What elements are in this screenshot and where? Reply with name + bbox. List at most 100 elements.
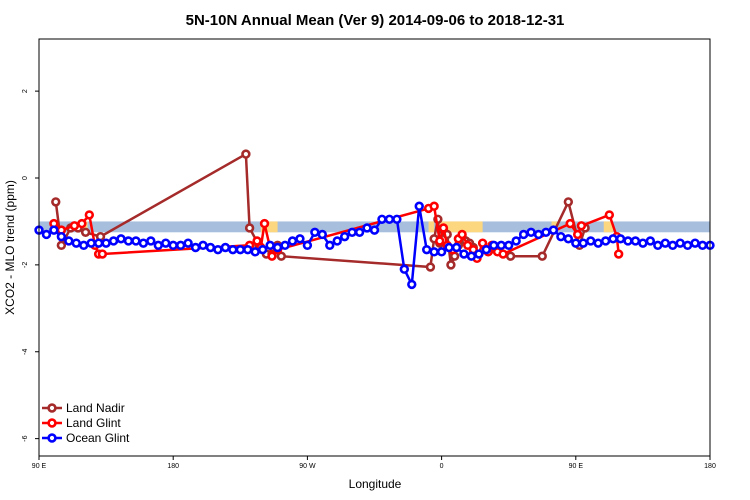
band-land-span — [428, 221, 435, 233]
data-point-ocean-glint — [556, 231, 566, 242]
data-point-ocean-glint — [257, 244, 268, 255]
data-point-land-glint — [576, 221, 587, 231]
data-point-ocean-glint — [146, 236, 156, 246]
legend-item-ocean-glint: Ocean Glint — [42, 431, 130, 445]
data-point-ocean-glint — [153, 240, 163, 251]
data-point-ocean-glint — [325, 240, 335, 251]
data-point-land-nadir — [241, 149, 251, 159]
data-point-land-nadir — [563, 197, 574, 207]
data-point-land-glint — [565, 218, 575, 229]
data-point-ocean-glint — [86, 238, 96, 248]
data-point-ocean-glint — [71, 238, 81, 248]
data-point-ocean-glint — [518, 229, 529, 240]
legend-swatch-marker — [47, 418, 57, 428]
data-point-ocean-glint — [526, 227, 536, 237]
data-point-ocean-glint — [235, 244, 246, 255]
data-point-ocean-glint — [653, 240, 663, 251]
series-line-land-nadir — [54, 152, 587, 270]
band-land-span — [83, 221, 88, 233]
x-tick-label: 180 — [167, 463, 179, 470]
data-point-land-glint — [462, 240, 473, 251]
legend-label: Land Nadir — [66, 401, 125, 415]
data-point-ocean-glint — [511, 236, 521, 246]
data-point-ocean-glint — [600, 236, 611, 246]
data-point-ocean-glint — [690, 238, 700, 248]
data-point-ocean-glint — [220, 242, 231, 253]
y-axis-label: XCO2 - MLO trend (ppm) — [3, 180, 17, 315]
data-point-land-nadir — [51, 197, 61, 207]
data-point-ocean-glint — [265, 240, 275, 251]
data-point-ocean-glint — [377, 214, 387, 224]
data-point-land-nadir — [56, 240, 67, 251]
data-point-ocean-glint — [369, 225, 380, 235]
data-point-ocean-glint — [489, 240, 499, 251]
data-point-ocean-glint — [668, 240, 678, 251]
x-tick-label: 90 E — [32, 463, 47, 470]
data-point-ocean-glint — [578, 238, 588, 248]
data-point-land-glint — [498, 249, 508, 259]
data-point-ocean-glint — [586, 236, 596, 246]
data-point-ocean-glint — [116, 234, 126, 244]
y-tick-label: 2 — [22, 89, 29, 93]
band-land-span — [260, 221, 278, 233]
data-point-ocean-glint — [354, 227, 365, 237]
data-point-ocean-glint — [362, 223, 372, 233]
data-point-ocean-glint — [339, 231, 350, 242]
legend-item-land-glint: Land Glint — [42, 416, 121, 430]
data-point-ocean-glint — [481, 244, 492, 255]
data-point-ocean-glint — [682, 240, 693, 251]
data-point-ocean-glint — [280, 240, 290, 251]
data-point-ocean-glint — [392, 214, 402, 224]
data-point-ocean-glint — [302, 240, 313, 251]
data-point-ocean-glint — [563, 234, 574, 244]
data-point-ocean-glint — [161, 238, 171, 248]
y-tick-label: -6 — [22, 435, 29, 441]
x-axis: 90 E 180 90 W 0 90 E 180 — [32, 456, 716, 470]
series-ocean-glint — [34, 201, 715, 290]
data-point-ocean-glint — [429, 247, 439, 257]
data-point-land-glint — [252, 236, 262, 246]
x-tick-label: 90 W — [299, 463, 316, 470]
band-land-span — [437, 221, 483, 233]
data-point-ocean-glint — [548, 225, 559, 235]
data-point-ocean-glint — [250, 247, 260, 257]
data-point-ocean-glint — [243, 244, 253, 255]
data-point-ocean-glint — [49, 225, 59, 235]
data-point-land-glint — [572, 229, 583, 240]
x-axis-label: Longitude — [349, 477, 402, 491]
data-point-ocean-glint — [295, 234, 305, 244]
data-point-ocean-glint — [332, 236, 342, 246]
data-point-ocean-glint — [183, 238, 193, 248]
data-point-ocean-glint — [399, 264, 410, 274]
data-point-ocean-glint — [41, 229, 52, 240]
data-point-ocean-glint — [123, 236, 134, 246]
data-point-ocean-glint — [272, 242, 283, 253]
legend-swatch-marker — [47, 433, 57, 443]
data-point-land-glint — [438, 223, 449, 233]
series-layer — [34, 149, 715, 290]
data-point-ocean-glint — [638, 238, 648, 248]
data-point-ocean-glint — [541, 227, 551, 237]
x-tick-label: 90 E — [569, 463, 584, 470]
plot-frame — [38, 38, 711, 457]
chart-title: 5N-10N Annual Mean (Ver 9) 2014-09-06 to… — [186, 12, 565, 29]
data-point-ocean-glint — [175, 240, 186, 251]
data-point-ocean-glint — [436, 247, 447, 257]
y-tick-label: -2 — [22, 262, 29, 268]
data-point-land-nadir — [80, 227, 91, 237]
data-point-ocean-glint — [93, 238, 104, 248]
data-point-ocean-glint — [451, 242, 462, 253]
data-point-land-glint — [259, 218, 270, 229]
legend-item-land-nadir: Land Nadir — [42, 401, 125, 415]
data-point-ocean-glint — [213, 244, 223, 255]
x-tick-label: 0 — [440, 463, 444, 470]
data-point-land-nadir — [244, 223, 255, 233]
data-point-ocean-glint — [384, 214, 395, 224]
data-point-land-glint — [267, 251, 277, 261]
data-point-ocean-glint — [466, 251, 477, 261]
data-point-ocean-glint — [287, 236, 298, 246]
data-point-ocean-glint — [198, 240, 208, 251]
data-point-ocean-glint — [608, 234, 618, 244]
data-point-land-nadir — [425, 262, 436, 272]
